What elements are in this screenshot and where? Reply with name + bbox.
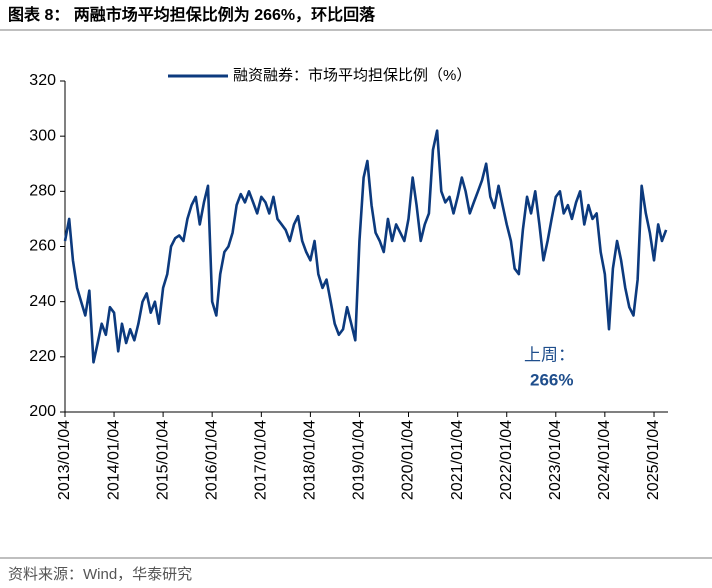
annotation: 上周： — [524, 345, 575, 364]
x-tick-label: 2015/01/04 — [154, 420, 171, 500]
x-tick-label: 2014/01/04 — [105, 420, 122, 500]
x-tick-label: 2017/01/04 — [253, 420, 270, 500]
chart-title: 图表 8： 两融市场平均担保比例为 266%，环比回落 — [8, 5, 376, 24]
x-tick-label: 2025/01/04 — [645, 420, 662, 500]
x-tick-label: 2024/01/04 — [596, 420, 613, 500]
x-tick-label: 2020/01/04 — [400, 420, 417, 500]
y-tick-label: 300 — [29, 127, 56, 144]
annotation-value: 266% — [530, 370, 573, 389]
legend-label: 融资融券：市场平均担保比例（%） — [233, 67, 471, 84]
y-tick-label: 220 — [29, 348, 56, 365]
x-tick-label: 2016/01/04 — [203, 420, 220, 500]
series-line — [63, 129, 668, 364]
y-tick-label: 240 — [29, 293, 56, 310]
x-tick-label: 2022/01/04 — [498, 420, 515, 500]
x-tick-label: 2023/01/04 — [547, 420, 564, 500]
y-tick-label: 280 — [29, 183, 56, 200]
x-tick-label: 2021/01/04 — [449, 420, 466, 500]
y-tick-label: 320 — [29, 72, 56, 89]
x-tick-label: 2018/01/04 — [302, 420, 319, 500]
y-tick-label: 260 — [29, 238, 56, 255]
x-tick-label: 2019/01/04 — [351, 420, 368, 500]
source: 资料来源：Wind，华泰研究 — [8, 566, 192, 583]
x-tick-label: 2013/01/04 — [56, 420, 73, 500]
y-tick-label: 200 — [29, 403, 56, 420]
